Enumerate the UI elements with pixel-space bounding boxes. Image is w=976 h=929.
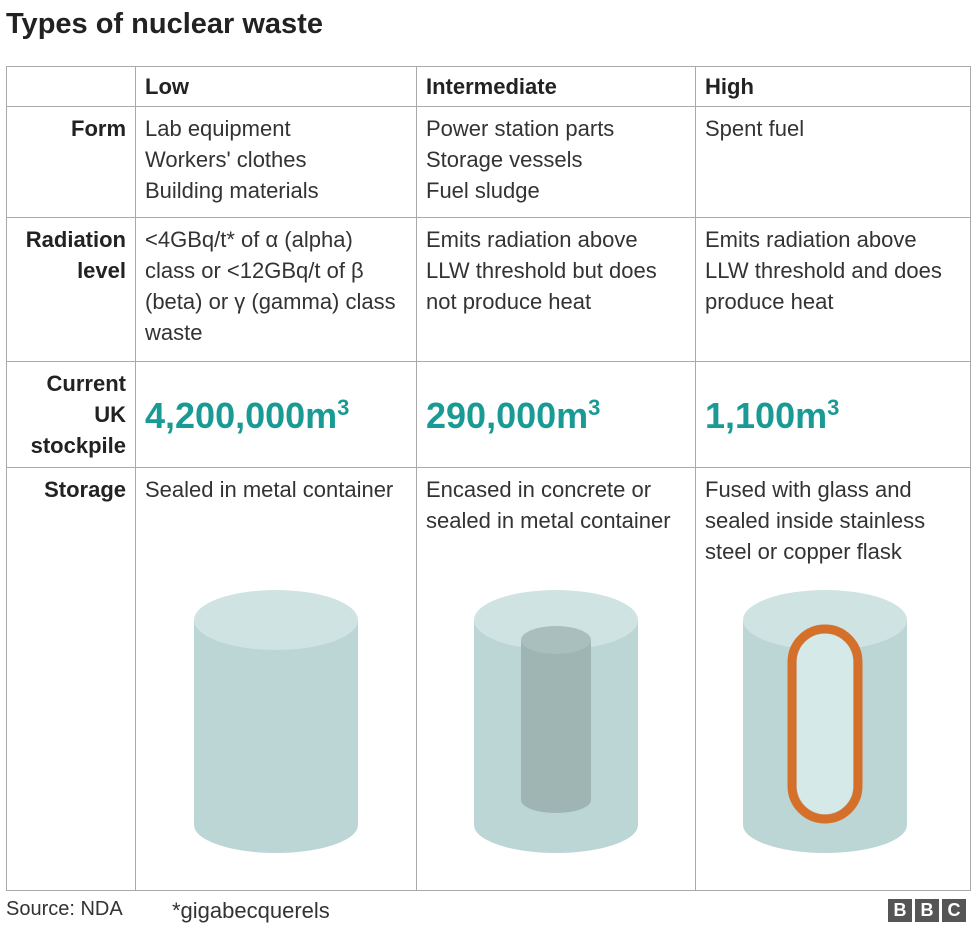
- stockpile-row: Current UK stockpile 4,200,000m3 290,000…: [6, 361, 971, 468]
- col-high: High: [695, 66, 971, 107]
- storage-text: Encased in concrete or sealed in metal c…: [426, 477, 671, 533]
- stockpile-value: 290,000: [426, 395, 557, 436]
- form-high: Spent fuel: [695, 106, 971, 218]
- source-note: Source: NDA: [6, 898, 123, 920]
- storage-intermediate: Encased in concrete or sealed in metal c…: [416, 467, 696, 891]
- unit-sup: 3: [827, 395, 840, 420]
- unit: m: [795, 395, 828, 436]
- stockpile-value: 4,200,000: [145, 395, 306, 436]
- unit-sup: 3: [337, 395, 350, 420]
- metal-container-icon: [194, 590, 358, 853]
- glass-flask-icon: [743, 590, 907, 853]
- radiation-high: Emits radiation above LLW threshold and …: [695, 217, 971, 362]
- form-low: Lab equipment Workers' clothes Building …: [135, 106, 417, 218]
- form-row: Form Lab equipment Workers' clothes Buil…: [6, 106, 971, 218]
- row-label: Radiation level: [6, 217, 136, 362]
- radiation-row: Radiation level <4GBq/t* of α (alpha) cl…: [6, 217, 971, 362]
- row-label: Storage: [6, 467, 136, 891]
- unit-sup: 3: [588, 395, 601, 420]
- form-intermediate: Power station parts Storage vessels Fuel…: [416, 106, 696, 218]
- stockpile-low: 4,200,000m3: [135, 361, 417, 468]
- storage-row: Storage Sealed in metal container Encase…: [6, 467, 971, 891]
- storage-text: Sealed in metal container: [145, 477, 394, 502]
- unit: m: [305, 395, 338, 436]
- concrete-container-icon: [474, 590, 638, 853]
- stockpile-intermediate: 290,000m3: [416, 361, 696, 468]
- page-title: Types of nuclear waste: [6, 8, 323, 40]
- corner-cell: [6, 66, 136, 107]
- stockpile-value: 1,100: [705, 395, 796, 436]
- col-intermediate: Intermediate: [416, 66, 696, 107]
- storage-high: Fused with glass and sealed inside stain…: [695, 467, 971, 891]
- storage-text: Fused with glass and sealed inside stain…: [705, 477, 926, 564]
- header-row: Low Intermediate High: [6, 66, 971, 107]
- radiation-low: <4GBq/t* of α (alpha) class or <12GBq/t …: [135, 217, 417, 362]
- row-label: Form: [6, 106, 136, 218]
- waste-table: Low Intermediate High Form Lab equipment…: [6, 66, 971, 891]
- footnote: *gigabecquerels: [172, 898, 330, 923]
- col-low: Low: [135, 66, 417, 107]
- radiation-intermediate: Emits radiation above LLW threshold but …: [416, 217, 696, 362]
- storage-low: Sealed in metal container: [135, 467, 417, 891]
- unit: m: [556, 395, 589, 436]
- stockpile-high: 1,100m3: [695, 361, 971, 468]
- row-label: Current UK stockpile: [6, 361, 136, 468]
